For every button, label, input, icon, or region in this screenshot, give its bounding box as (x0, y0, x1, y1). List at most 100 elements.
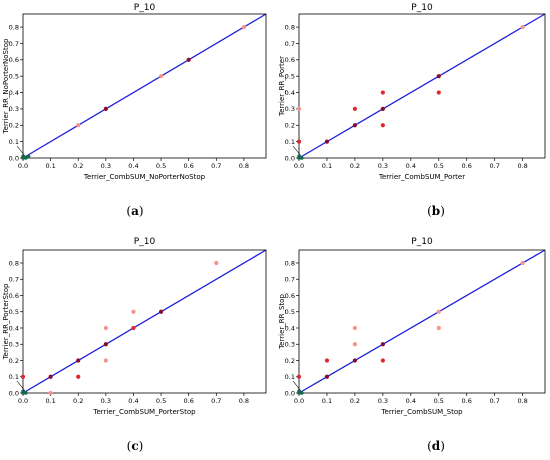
x-tick-label: 0.2 (73, 397, 83, 405)
y-tick-label: 0.8 (9, 259, 19, 267)
x-tick-label: 0.7 (211, 162, 221, 170)
x-tick-label: 0.6 (462, 162, 472, 170)
origin-marker-line (292, 380, 302, 392)
y-tick-label: 0.0 (285, 389, 295, 397)
x-tick-label: 0.8 (239, 397, 249, 405)
x-tick-label: 0.0 (294, 162, 304, 170)
data-point (380, 123, 385, 128)
y-tick-label: 0.8 (285, 23, 295, 31)
data-point (352, 358, 358, 363)
data-point (380, 358, 385, 363)
x-tick-label: 0.7 (211, 397, 221, 405)
y-tick-label: 0.0 (9, 154, 19, 162)
x-tick-label: 0.6 (184, 162, 194, 170)
y-tick-label: 0.4 (9, 89, 19, 97)
axes-frame (298, 249, 546, 394)
x-tick-label: 0.4 (406, 162, 416, 170)
x-tick-label: 0.5 (156, 397, 166, 405)
y-tick-label: 0.5 (285, 308, 295, 316)
y-tick-label: 0.7 (9, 276, 19, 284)
y-tick-label: 0.2 (285, 122, 295, 130)
data-point (26, 154, 31, 159)
y-tick-label: 0.6 (9, 56, 19, 64)
data-point (103, 106, 108, 112)
axes-frame (22, 13, 267, 159)
data-point (214, 260, 219, 266)
data-point (131, 325, 136, 331)
data-point (352, 123, 358, 128)
y-tick-label: 0.3 (9, 105, 19, 113)
data-point (296, 374, 302, 379)
y-axis-label: Terrier_RR_Stop (278, 294, 286, 350)
x-tick-label: 0.1 (45, 397, 55, 405)
y-tick-label: 0.5 (9, 72, 19, 80)
data-point (297, 154, 301, 159)
data-point (48, 390, 53, 396)
x-tick-label: 0.4 (128, 162, 138, 170)
x-tick-label: 0.1 (322, 397, 332, 405)
panel-title: P_10 (411, 3, 433, 13)
y-tick-label: 0.6 (285, 56, 295, 64)
x-tick-label: 0.5 (156, 162, 166, 170)
data-point (380, 90, 385, 95)
diagonal-line (22, 249, 267, 394)
y-tick-label: 0.7 (285, 276, 295, 284)
x-tick-label: 0.6 (184, 397, 194, 405)
data-point (380, 342, 385, 347)
y-tick-label: 0.1 (285, 373, 295, 381)
y-tick-label: 0.2 (9, 357, 19, 365)
data-point (23, 156, 28, 160)
x-tick-label: 0.3 (378, 397, 388, 405)
axes-frame (298, 13, 546, 159)
scatter-panel-c: P_10 0.0 0.1 0.2 0.3 0.4 0.5 0.6 0.7 0.8 0.0 0.1 0.2… (2, 237, 267, 453)
y-tick-label: 0.1 (9, 138, 19, 146)
y-tick-label: 0.4 (285, 324, 295, 332)
x-axis-label: Terrier_CombSUM_NoPorterNoStop (83, 173, 206, 181)
y-tick-label: 0.1 (285, 138, 295, 146)
x-tick-label: 0.3 (101, 162, 111, 170)
y-tick-label: 0.3 (9, 341, 19, 349)
y-tick-label: 0.5 (285, 72, 295, 80)
panel-title: P_10 (411, 237, 433, 247)
data-point (76, 374, 81, 379)
data-point (352, 325, 358, 331)
x-tick-label: 0.4 (406, 397, 416, 405)
x-tick-label: 0.5 (434, 162, 444, 170)
axes-frame (22, 249, 267, 394)
origin-marker-line (16, 145, 26, 157)
data-point (324, 374, 330, 379)
scatter-panel-a: P_10 0.0 0.1 0.2 0.3 0.4 0.5 0.6 0.7 0.8 0.0 0.1 0.2… (2, 3, 267, 218)
x-axis-label: Terrier_CombSUM_Stop (380, 408, 463, 416)
x-tick-label: 0.6 (462, 397, 472, 405)
scatter-panel-d: P_10 0.0 0.1 0.2 0.3 0.4 0.5 0.6 0.7 0.8 0.0 0.1 0.2… (278, 237, 546, 453)
data-point (158, 309, 164, 314)
diagonal-line (22, 13, 267, 159)
x-tick-label: 0.5 (434, 397, 444, 405)
data-point (103, 358, 108, 363)
x-tick-label: 0.0 (18, 162, 28, 170)
x-tick-label: 0.0 (18, 397, 28, 405)
panel-title: P_10 (134, 3, 156, 13)
origin-marker-line (292, 145, 302, 157)
y-tick-label: 0.6 (285, 292, 295, 300)
data-point (131, 309, 136, 314)
x-tick-label: 0.3 (101, 397, 111, 405)
y-tick-label: 0.0 (285, 154, 295, 162)
data-point (186, 57, 191, 62)
diagonal-line (298, 13, 546, 159)
y-axis-label: Terrier_RR_Porter (278, 56, 286, 117)
data-point (76, 358, 81, 363)
data-point (299, 391, 304, 395)
x-tick-label: 0.4 (128, 397, 138, 405)
data-point (296, 106, 302, 112)
data-point (103, 325, 108, 331)
x-tick-label: 0.2 (350, 162, 360, 170)
x-axis-label: Terrier_CombSUM_Porter (378, 173, 465, 181)
x-tick-label: 0.0 (294, 397, 304, 405)
y-tick-label: 0.2 (9, 122, 19, 130)
y-tick-label: 0.7 (285, 40, 295, 48)
x-tick-label: 0.8 (517, 162, 527, 170)
y-tick-label: 0.8 (9, 23, 19, 31)
y-tick-label: 0.0 (9, 389, 19, 397)
